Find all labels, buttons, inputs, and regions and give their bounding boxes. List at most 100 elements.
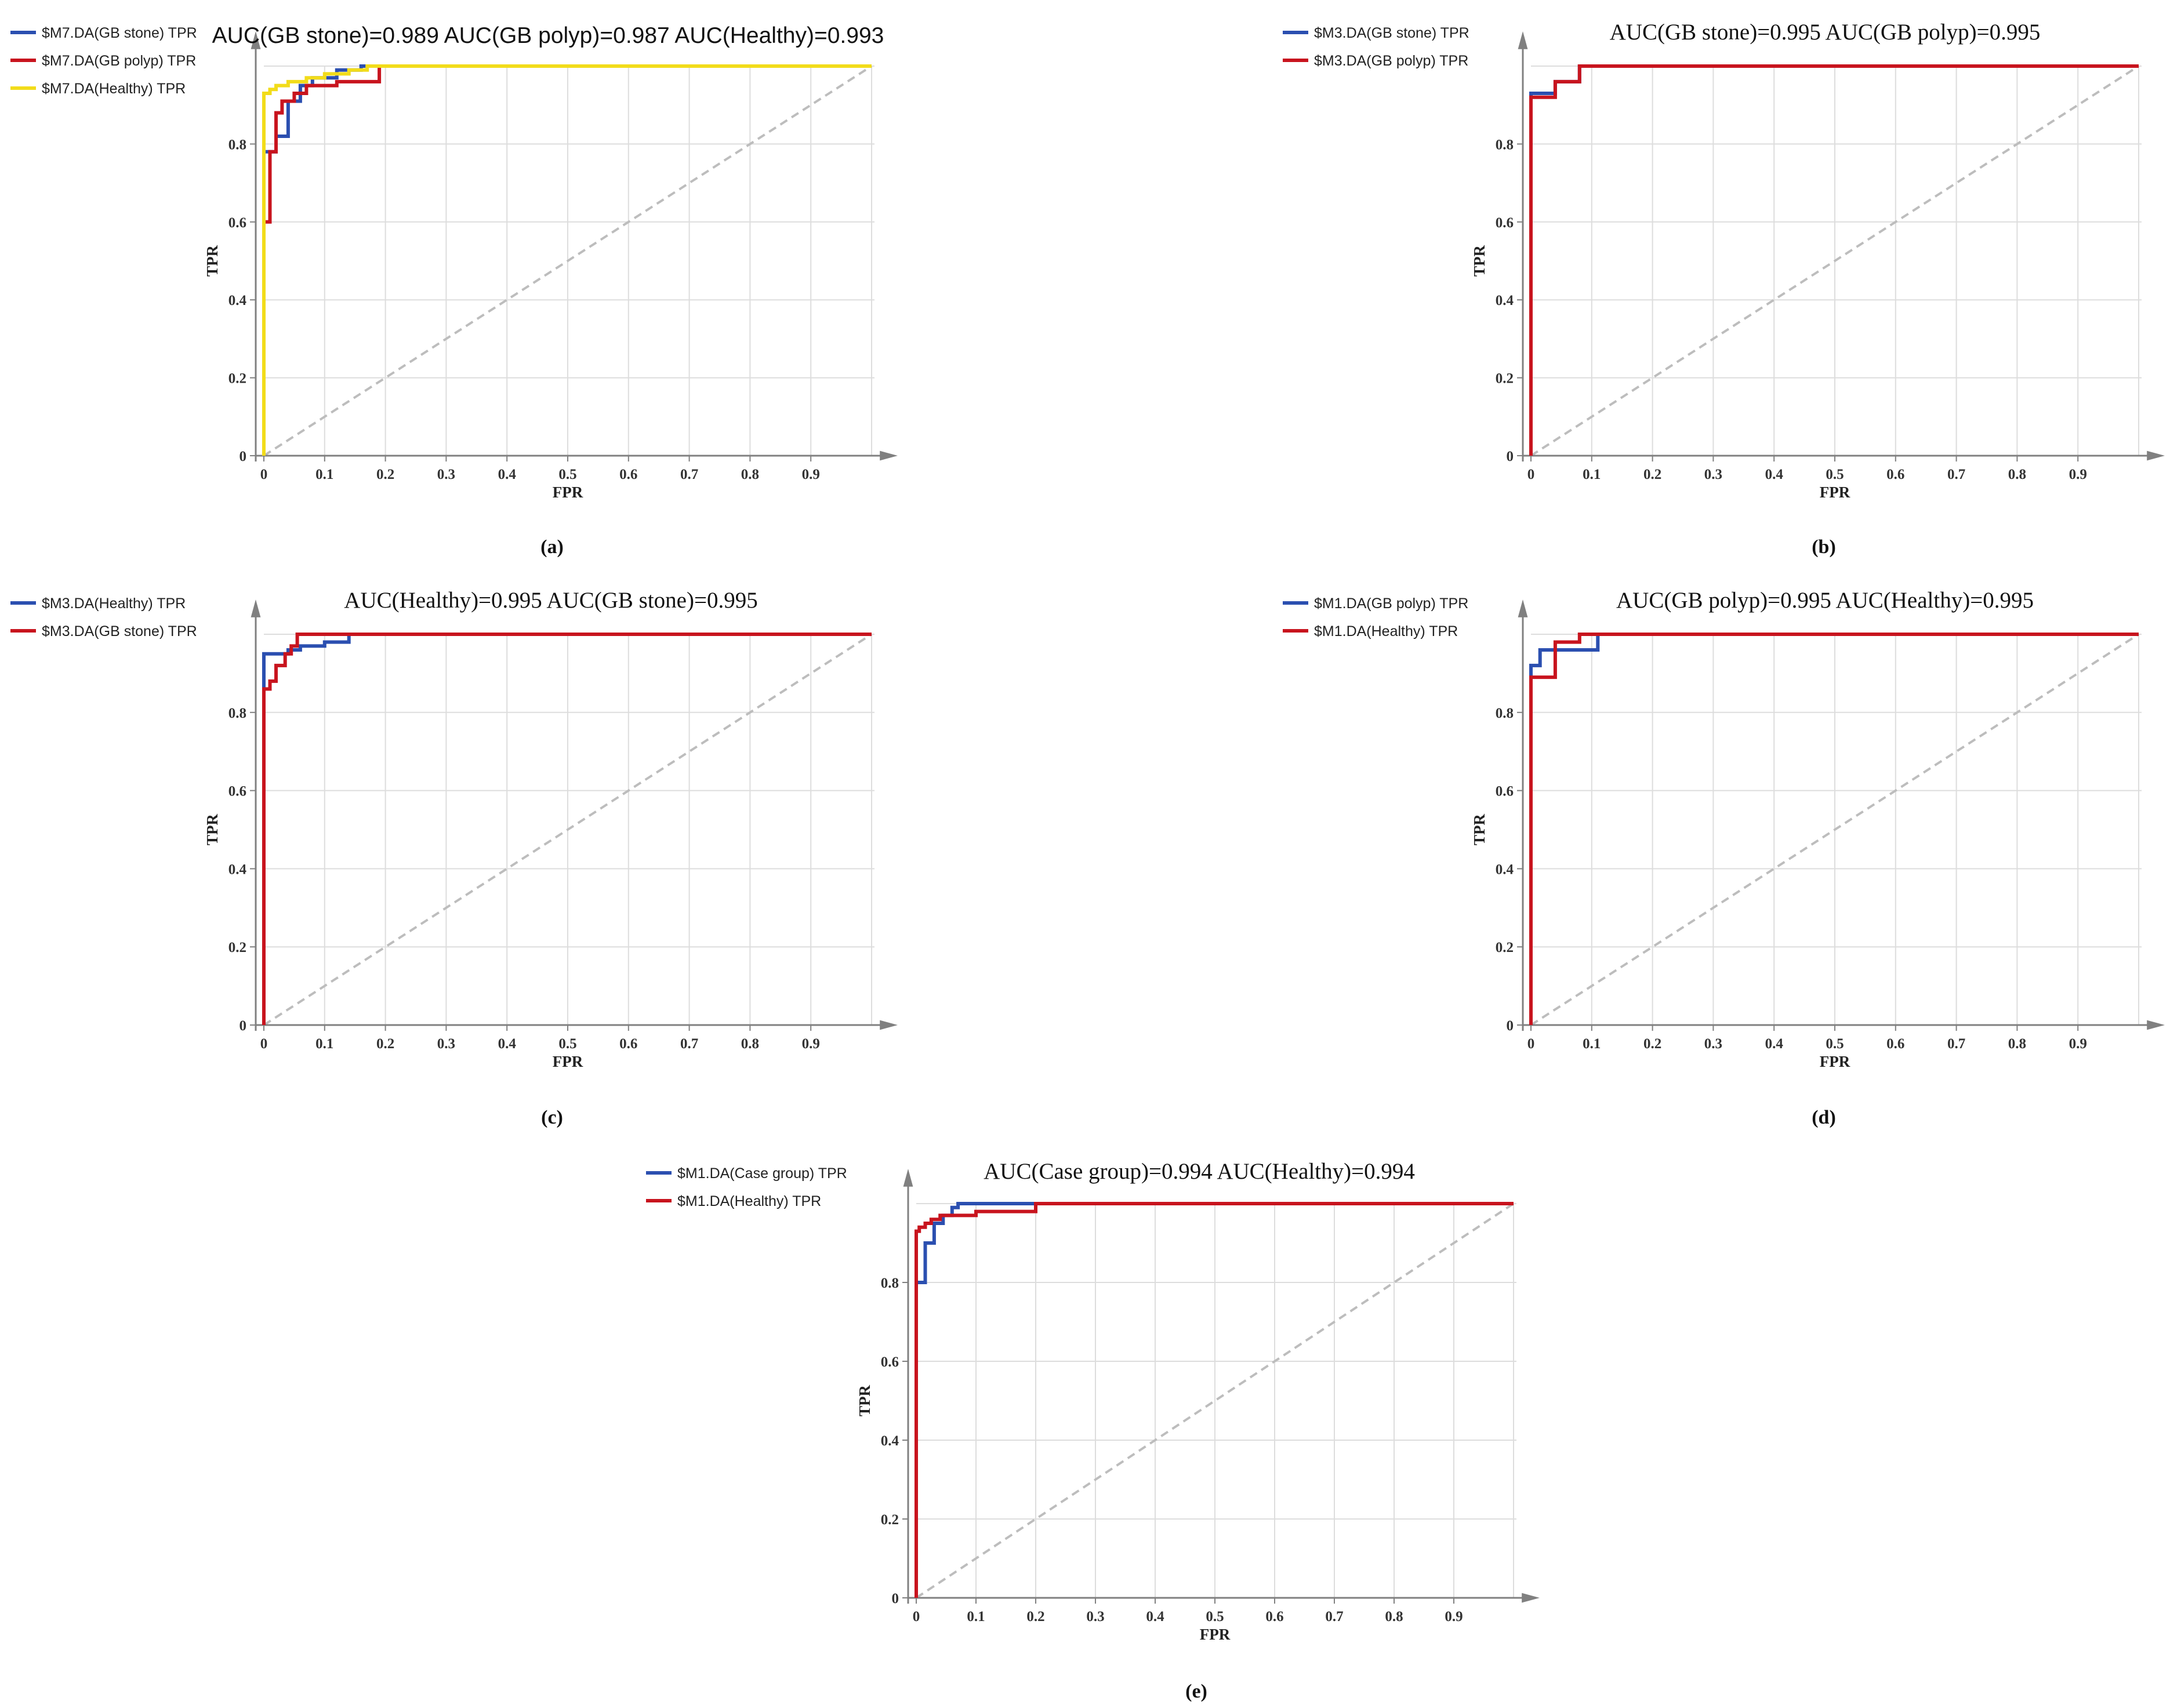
x-tick-label: 0.6: [1265, 1609, 1283, 1625]
y-tick-label: 0.6: [228, 784, 246, 800]
legend-label: $M3.DA(GB stone) TPR: [1314, 25, 1469, 41]
y-tick-label: 0.2: [228, 940, 246, 955]
x-axis-arrow: [2147, 1020, 2165, 1030]
x-tick-label: 0.8: [741, 467, 759, 482]
legend-label: $M1.DA(GB polyp) TPR: [1314, 595, 1468, 612]
chart-title: AUC(Case group)=0.994 AUC(Healthy)=0.994: [984, 1159, 1415, 1184]
x-axis-arrow: [880, 1020, 898, 1030]
y-tick-label: 0.6: [228, 215, 246, 231]
x-tick-label: 0.7: [680, 467, 698, 482]
legend-label: $M3.DA(GB polyp) TPR: [1314, 53, 1468, 69]
x-tick-label: 0.4: [498, 467, 517, 482]
x-axis-label: FPR: [553, 1053, 583, 1070]
x-tick-label: 0.6: [619, 1036, 637, 1052]
y-tick-label: 0.6: [1496, 215, 1514, 231]
x-tick-label: 0.3: [1086, 1609, 1104, 1625]
chart-panel-e: 0 0.1 0.2 0.3 0.4 0.5 0.6 0.7 0.8 0.9 0 0.2 0.4 0.6 0.…: [646, 1159, 1540, 1702]
x-tick-label: 0.8: [2008, 1036, 2026, 1052]
y-tick-label: 0.4: [881, 1433, 899, 1449]
chart-title: AUC(Healthy)=0.995 AUC(GB stone)=0.995: [344, 588, 757, 613]
y-axis-arrow: [251, 599, 261, 617]
roc-series-line: [262, 64, 872, 456]
y-tick-label: 0: [892, 1591, 899, 1607]
diagonal-reference-line: [1530, 65, 2140, 457]
y-tick-label: 0.8: [228, 137, 246, 152]
x-tick-label: 0.1: [1583, 1036, 1601, 1052]
y-tick-label: 0.2: [228, 371, 246, 387]
y-tick-label: 0.8: [1496, 706, 1514, 721]
legend-label: $M7.DA(GB polyp) TPR: [42, 53, 196, 69]
chart-panel-c: 0 0.1 0.2 0.3 0.4 0.5 0.6 0.7 0.8 0.9 0 0.2 0.4 0.6 0.…: [10, 588, 898, 1128]
x-axis-arrow: [1522, 1593, 1540, 1603]
legend-label: $M3.DA(Healthy) TPR: [42, 595, 186, 612]
y-tick-label: 0.2: [1496, 940, 1514, 955]
panel-caption: (c): [541, 1107, 563, 1128]
legend-label: $M1.DA(Case group) TPR: [677, 1165, 847, 1182]
panel-caption: (a): [540, 536, 564, 558]
x-tick-label: 0.9: [2069, 1036, 2087, 1052]
y-tick-label: 0.4: [228, 862, 247, 877]
x-tick-label: 0.3: [437, 467, 455, 482]
chart-panel-b: 0 0.1 0.2 0.3 0.4 0.5 0.6 0.7 0.8 0.9 0 0.2 0.4 0.6 0.…: [1283, 20, 2165, 558]
x-axis-arrow: [2147, 450, 2165, 461]
panel-caption: (b): [1812, 536, 1836, 558]
x-tick-label: 0.4: [498, 1036, 517, 1052]
y-tick-label: 0.4: [228, 293, 247, 308]
x-axis-label: FPR: [1820, 1053, 1850, 1070]
x-tick-label: 0: [260, 1036, 268, 1052]
diagonal-reference-line: [1530, 633, 2140, 1026]
chart-title: AUC(GB stone)=0.995 AUC(GB polyp)=0.995: [1610, 20, 2041, 45]
legend-label: $M1.DA(Healthy) TPR: [1314, 623, 1458, 639]
y-tick-label: 0.6: [1496, 784, 1514, 800]
y-axis-label: TPR: [1471, 245, 1488, 277]
x-axis-label: FPR: [553, 484, 583, 501]
x-tick-label: 0.2: [1643, 1036, 1661, 1052]
x-tick-label: 0.1: [315, 467, 333, 482]
x-axis-label: FPR: [1200, 1626, 1231, 1643]
roc-series-line: [262, 64, 872, 456]
panel-caption: (e): [1185, 1681, 1207, 1702]
chart-panel-a: 0 0.1 0.2 0.3 0.4 0.5 0.6 0.7 0.8 0.9 0 0.2 0.4 0.6 0.…: [10, 23, 898, 558]
x-tick-label: 0.9: [802, 467, 820, 482]
x-tick-label: 0.8: [1385, 1609, 1403, 1625]
x-tick-label: 0.5: [1206, 1609, 1224, 1625]
diagonal-reference-line: [263, 633, 873, 1026]
x-tick-label: 0.5: [558, 1036, 576, 1052]
x-tick-label: 0.1: [315, 1036, 333, 1052]
x-tick-label: 0.9: [2069, 467, 2087, 482]
y-axis-arrow: [251, 31, 261, 49]
y-tick-label: 0.8: [881, 1275, 899, 1291]
y-axis-label: TPR: [204, 245, 221, 277]
y-axis-arrow: [1518, 31, 1528, 49]
x-tick-label: 0.6: [1886, 1036, 1904, 1052]
legend-label: $M1.DA(Healthy) TPR: [677, 1193, 821, 1209]
y-axis-arrow: [1518, 599, 1528, 617]
y-tick-label: 0: [240, 449, 247, 464]
y-tick-label: 0.4: [1496, 862, 1514, 877]
x-tick-label: 0: [1527, 467, 1535, 482]
x-tick-label: 0.7: [680, 1036, 698, 1052]
diagonal-reference-line: [263, 65, 873, 457]
x-tick-label: 0.3: [1704, 1036, 1722, 1052]
y-tick-label: 0.6: [881, 1354, 899, 1370]
x-tick-label: 0.5: [558, 467, 576, 482]
x-tick-label: 0.1: [967, 1609, 985, 1625]
x-axis-label: FPR: [1820, 484, 1850, 501]
x-tick-label: 0.9: [1445, 1609, 1463, 1625]
x-tick-label: 0: [913, 1609, 920, 1625]
roc-series-line: [262, 633, 872, 1025]
legend-label: $M3.DA(GB stone) TPR: [42, 623, 197, 639]
chart-panel-d: 0 0.1 0.2 0.3 0.4 0.5 0.6 0.7 0.8 0.9 0 0.2 0.4 0.6 0.…: [1283, 588, 2165, 1128]
x-tick-label: 0.2: [1643, 467, 1661, 482]
x-tick-label: 0: [1527, 1036, 1535, 1052]
x-tick-label: 0.6: [619, 467, 637, 482]
x-tick-label: 0.9: [802, 1036, 820, 1052]
x-tick-label: 0.5: [1826, 467, 1844, 482]
roc-series-line: [915, 1202, 1514, 1598]
y-tick-label: 0.4: [1496, 293, 1514, 308]
x-tick-label: 0: [260, 467, 268, 482]
x-tick-label: 0.3: [1704, 467, 1722, 482]
x-tick-label: 0.8: [2008, 467, 2026, 482]
panel-caption: (d): [1812, 1107, 1836, 1128]
